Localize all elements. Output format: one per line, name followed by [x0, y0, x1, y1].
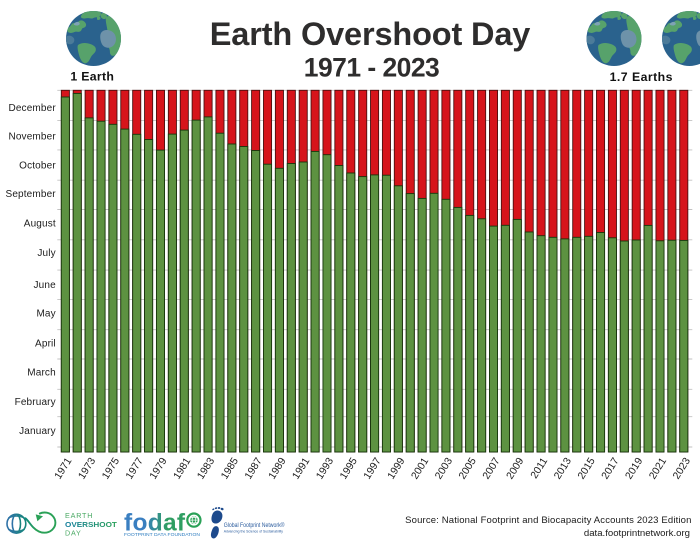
svg-text:August: August — [24, 219, 56, 230]
svg-text:March: March — [27, 368, 56, 379]
svg-text:October: October — [19, 160, 56, 171]
svg-text:EARTH: EARTH — [65, 511, 93, 520]
svg-text:December: December — [8, 103, 56, 114]
svg-text:May: May — [36, 308, 55, 319]
svg-text:OVERSHOOT: OVERSHOOT — [65, 520, 117, 529]
svg-text:Global Footprint Network®: Global Footprint Network® — [224, 522, 285, 529]
svg-text:July: July — [37, 248, 55, 259]
svg-text:1.7 Earths: 1.7 Earths — [610, 70, 673, 84]
svg-text:September: September — [6, 189, 57, 200]
svg-text:data.footprintnetwork.org: data.footprintnetwork.org — [584, 528, 690, 539]
svg-text:Source: National Footprint and: Source: National Footprint and Biocapaci… — [405, 515, 691, 526]
svg-text:November: November — [8, 131, 56, 142]
svg-text:February: February — [15, 397, 56, 408]
svg-text:fodaf: fodaf — [124, 509, 186, 536]
svg-text:Advancing the Science of Susta: Advancing the Science of Sustainability — [224, 530, 283, 534]
svg-text:January: January — [19, 426, 56, 437]
svg-text:April: April — [35, 338, 56, 349]
svg-text:Earth Overshoot Day: Earth Overshoot Day — [210, 16, 531, 52]
svg-text:1 Earth: 1 Earth — [70, 70, 114, 84]
svg-text:DAY: DAY — [65, 529, 82, 538]
svg-text:FOOTPRINT DATA FOUNDATION: FOOTPRINT DATA FOUNDATION — [124, 532, 200, 537]
svg-text:June: June — [34, 280, 57, 291]
svg-text:1971 - 2023: 1971 - 2023 — [304, 52, 439, 82]
